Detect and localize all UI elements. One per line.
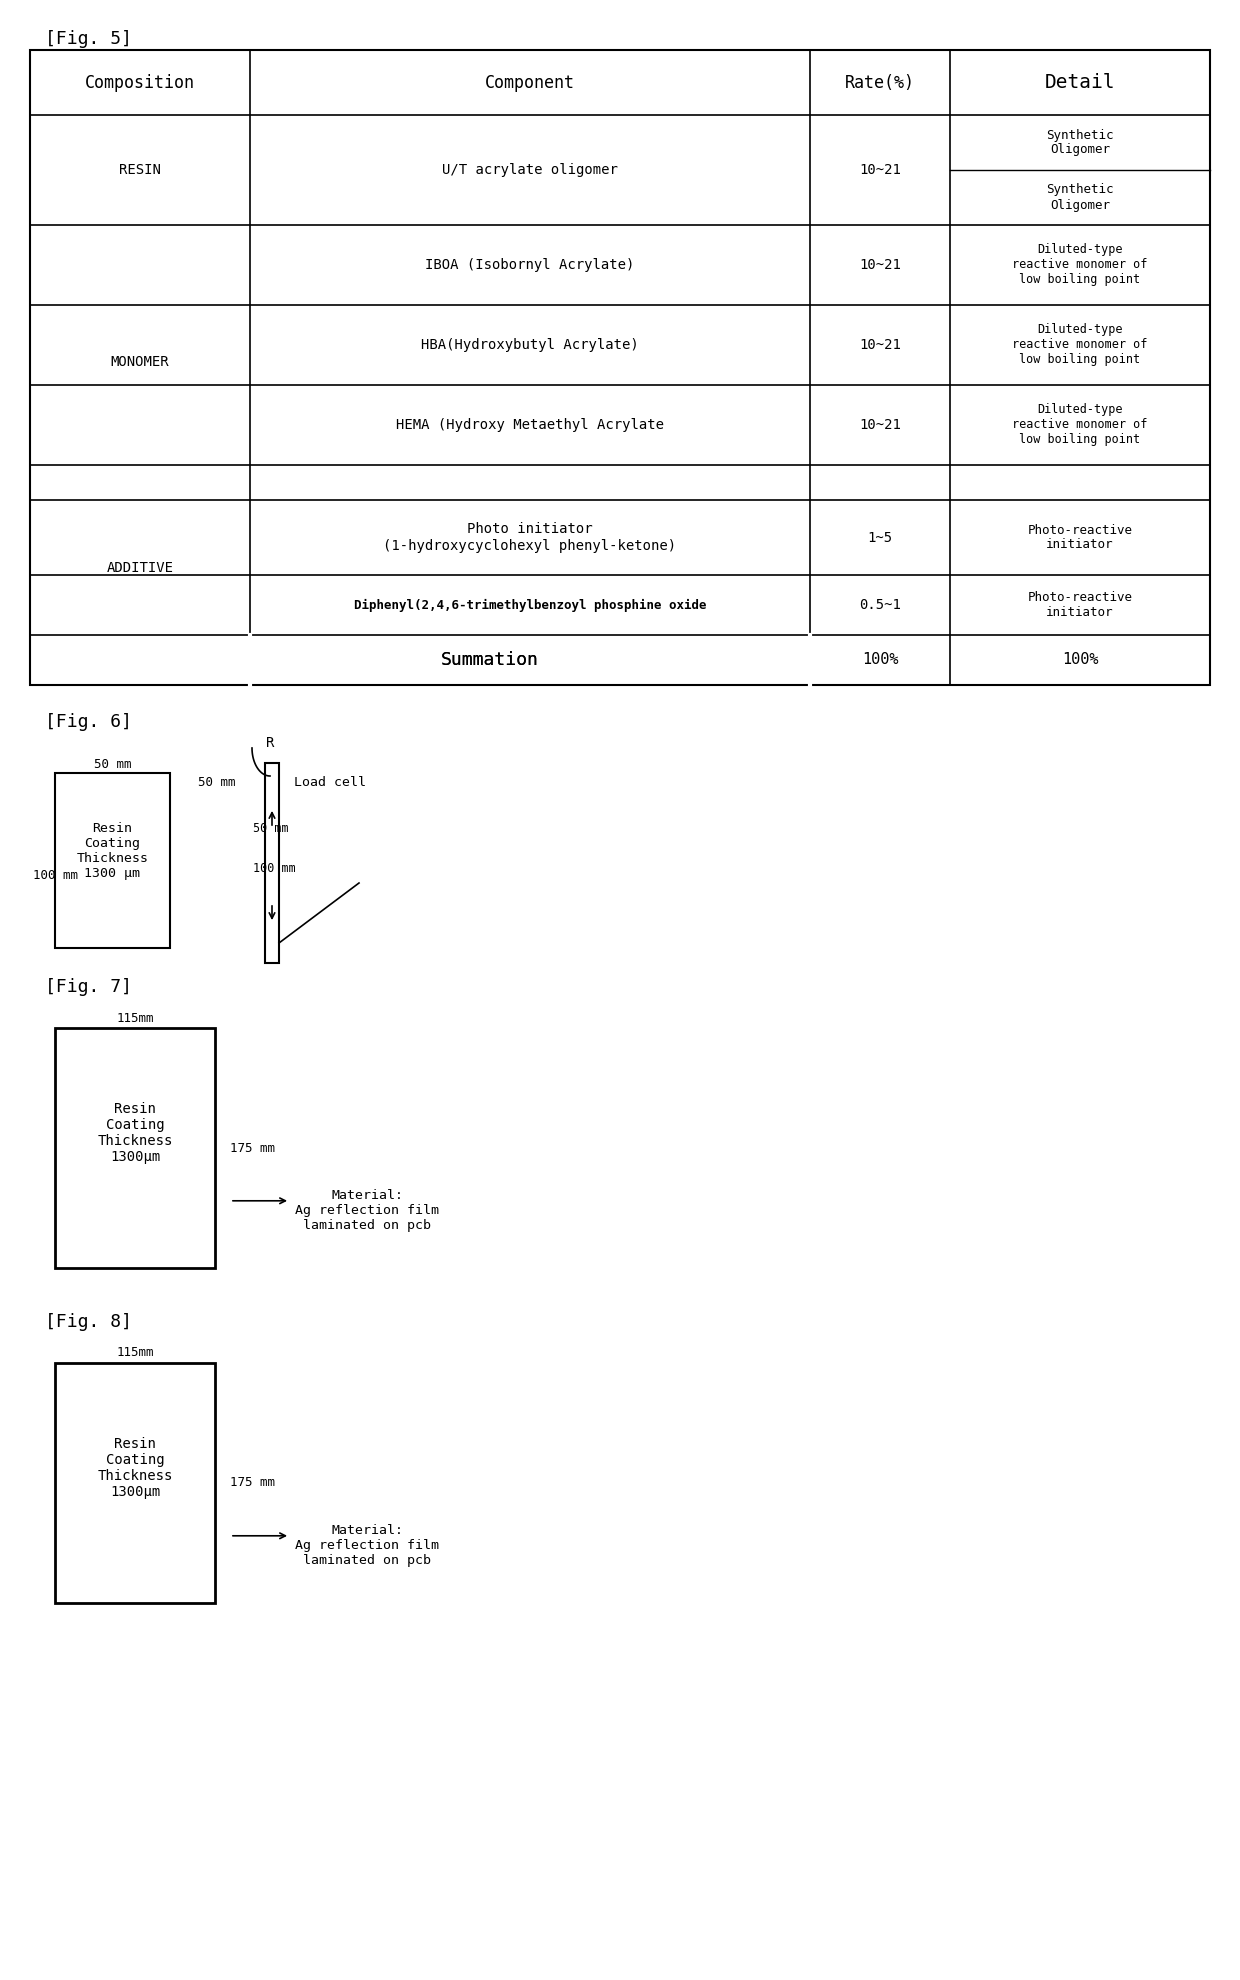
Text: [Fig. 5]: [Fig. 5] (45, 30, 131, 48)
Text: [Fig. 8]: [Fig. 8] (45, 1313, 131, 1331)
Text: Synthetic
Oligomer: Synthetic Oligomer (1047, 184, 1114, 212)
Text: 50 mm: 50 mm (198, 776, 236, 790)
Text: Diphenyl(2,4,6-trimethylbenzoyl phosphine oxide: Diphenyl(2,4,6-trimethylbenzoyl phosphin… (353, 598, 707, 612)
Text: IBOA (Isobornyl Acrylate): IBOA (Isobornyl Acrylate) (425, 257, 635, 271)
Text: Resin
Coating
Thickness
1300μm: Resin Coating Thickness 1300μm (97, 1101, 172, 1164)
Text: Summation: Summation (441, 651, 539, 669)
Text: 175 mm: 175 mm (229, 1477, 275, 1489)
Text: Synthetic
Oligomer: Synthetic Oligomer (1047, 129, 1114, 156)
Text: Diluted-type
reactive monomer of
low boiling point: Diluted-type reactive monomer of low boi… (1012, 244, 1148, 287)
Text: 100%: 100% (1061, 653, 1099, 667)
Text: Resin
Coating
Thickness
1300 μm: Resin Coating Thickness 1300 μm (77, 822, 149, 879)
Text: 10~21: 10~21 (859, 418, 901, 432)
Text: 100 mm: 100 mm (33, 869, 78, 881)
Text: HEMA (Hydroxy Metaethyl Acrylate: HEMA (Hydroxy Metaethyl Acrylate (396, 418, 663, 432)
Text: U/T acrylate oligomer: U/T acrylate oligomer (443, 162, 618, 176)
Text: Composition: Composition (86, 73, 195, 91)
Text: Detail: Detail (1045, 73, 1115, 91)
Text: Material:
Ag reflection film
laminated on pcb: Material: Ag reflection film laminated o… (295, 1525, 439, 1566)
Text: Photo-reactive
initiator: Photo-reactive initiator (1028, 590, 1132, 620)
Text: 1~5: 1~5 (868, 531, 893, 544)
Text: ADDITIVE: ADDITIVE (107, 560, 174, 574)
Text: Load cell: Load cell (294, 776, 366, 790)
Text: 10~21: 10~21 (859, 339, 901, 352)
Text: 10~21: 10~21 (859, 162, 901, 176)
Bar (55, 772, 170, 948)
Bar (30, 50, 1210, 685)
Text: Material:
Ag reflection film
laminated on pcb: Material: Ag reflection film laminated o… (295, 1188, 439, 1232)
Text: 100 mm: 100 mm (253, 861, 296, 875)
Text: 10~21: 10~21 (859, 257, 901, 271)
Text: 100%: 100% (862, 653, 898, 667)
Text: RESIN: RESIN (119, 162, 161, 176)
Text: Diluted-type
reactive monomer of
low boiling point: Diluted-type reactive monomer of low boi… (1012, 323, 1148, 366)
Text: Photo initiator
(1-hydroxycyclohexyl phenyl-ketone): Photo initiator (1-hydroxycyclohexyl phe… (383, 523, 677, 552)
Text: MONOMER: MONOMER (110, 356, 170, 370)
Text: Diluted-type
reactive monomer of
low boiling point: Diluted-type reactive monomer of low boi… (1012, 404, 1148, 447)
Text: 115mm: 115mm (117, 1346, 154, 1360)
Text: Component: Component (485, 73, 575, 91)
Bar (55, 1362, 215, 1604)
Text: 50 mm: 50 mm (253, 822, 289, 834)
Text: Rate(%): Rate(%) (844, 73, 915, 91)
Bar (265, 762, 279, 962)
Text: 50 mm: 50 mm (94, 758, 131, 772)
Text: Photo-reactive
initiator: Photo-reactive initiator (1028, 523, 1132, 552)
Text: 115mm: 115mm (117, 1012, 154, 1024)
Text: R: R (265, 737, 274, 750)
Text: [Fig. 6]: [Fig. 6] (45, 713, 131, 731)
Text: 0.5~1: 0.5~1 (859, 598, 901, 612)
Text: HBA(Hydroxybutyl Acrylate): HBA(Hydroxybutyl Acrylate) (422, 339, 639, 352)
Text: Summation: Summation (441, 651, 539, 669)
Bar (55, 1028, 215, 1267)
Text: Resin
Coating
Thickness
1300μm: Resin Coating Thickness 1300μm (97, 1437, 172, 1499)
Text: 175 mm: 175 mm (229, 1142, 275, 1154)
Text: [Fig. 7]: [Fig. 7] (45, 978, 131, 996)
